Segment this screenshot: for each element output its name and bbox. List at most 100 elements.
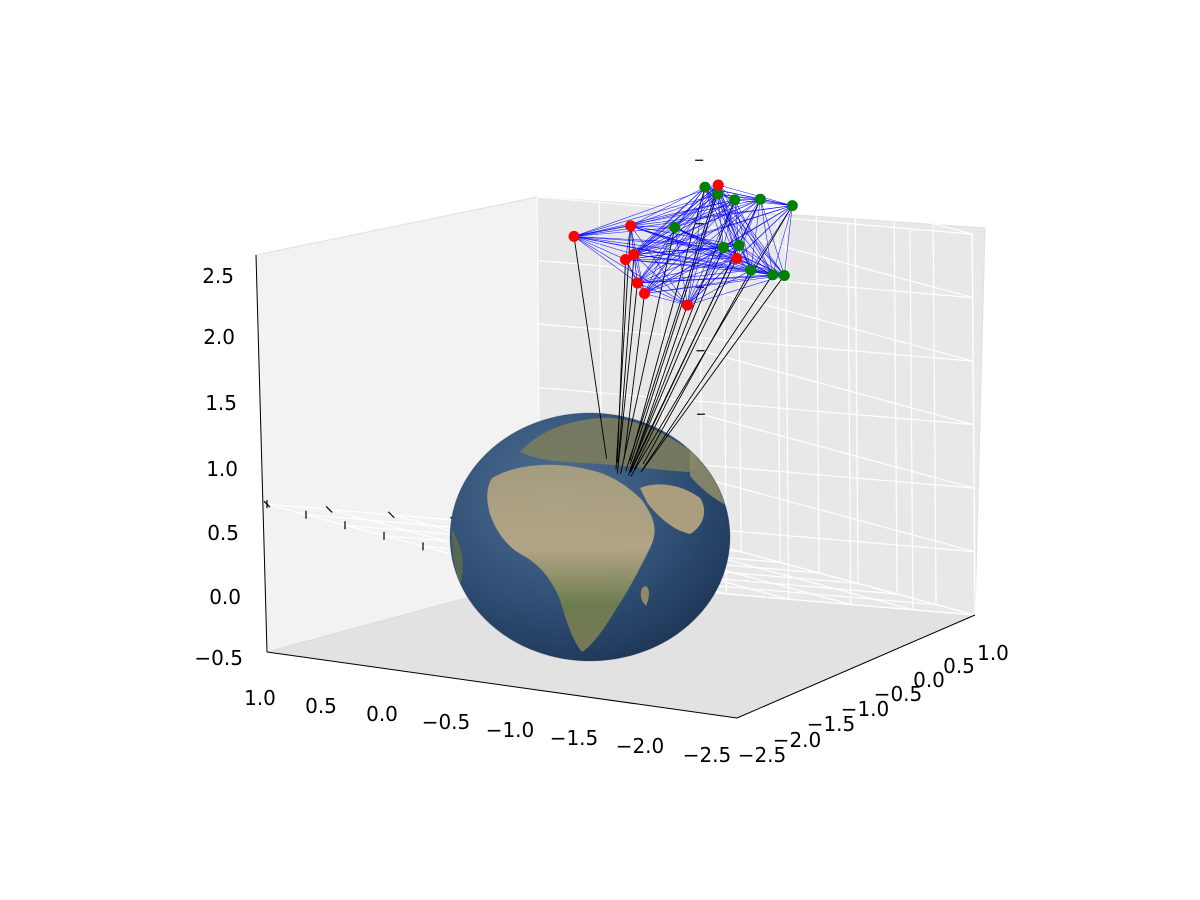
mesh-edge: [687, 258, 737, 306]
x-tick-label: −2.5: [683, 743, 732, 767]
mesh-edge: [630, 225, 688, 306]
mesh-edge: [637, 269, 751, 284]
green-point: [754, 193, 766, 205]
ground-link: [617, 254, 635, 467]
mesh-edge: [687, 269, 751, 306]
mesh-edge: [723, 199, 736, 248]
y-tick-label: 0.0: [913, 668, 945, 692]
mesh-edge: [637, 274, 773, 284]
x-axis-line: [266, 651, 738, 719]
mesh-edge: [718, 184, 793, 206]
z-tick-label: 1.5: [205, 391, 237, 415]
ground-link: [573, 236, 608, 459]
mesh-edge: [573, 193, 718, 237]
mesh-edge: [738, 245, 785, 276]
mesh-edge: [704, 186, 785, 276]
mesh-edge: [630, 199, 735, 227]
grid-line: [701, 477, 975, 553]
red-point: [639, 288, 651, 299]
grid-line: [700, 413, 975, 489]
mesh-edge: [630, 225, 737, 259]
green-point: [712, 188, 724, 200]
asia-landmass: [690, 450, 726, 505]
mesh-edge: [625, 205, 793, 260]
green-point: [699, 181, 711, 193]
mesh-edge: [674, 198, 761, 228]
mesh-edge: [637, 193, 718, 284]
ground-link: [630, 199, 736, 469]
mesh-edge: [738, 199, 761, 246]
green-point: [745, 264, 757, 276]
y-tick-label: −1.0: [841, 697, 890, 721]
ground-link: [616, 282, 638, 474]
red-point: [681, 299, 693, 311]
z-tick-labels: −0.5 0.0 0.5 1.0 1.5 2.0 2.5: [194, 264, 243, 670]
z-tick-label: 0.5: [207, 521, 239, 545]
ground-link: [620, 227, 676, 474]
ground-link: [642, 269, 752, 465]
mesh-edge: [760, 199, 773, 275]
mesh-edge: [784, 205, 793, 276]
mesh-edge: [573, 236, 737, 259]
red-point: [625, 220, 637, 232]
mesh-edge: [573, 227, 675, 237]
x-tick-label: 0.5: [305, 694, 337, 718]
ground-link: [632, 304, 688, 466]
data-points: [568, 179, 798, 311]
x-tick-label: 0.0: [366, 702, 398, 726]
mesh-edge: [573, 225, 631, 237]
mesh-edge: [637, 184, 719, 284]
mesh-edge: [573, 184, 719, 237]
mesh-edge: [674, 227, 737, 259]
mesh-edge: [637, 199, 735, 284]
red-point: [628, 248, 640, 260]
grid-line: [701, 540, 976, 616]
mesh-edge: [687, 247, 724, 306]
x-tick-label: −0.5: [422, 710, 471, 734]
mesh-edge: [760, 199, 785, 276]
green-point: [778, 269, 790, 281]
mesh-edge: [630, 205, 793, 227]
mesh-edge: [633, 254, 688, 306]
mesh-edge: [637, 258, 737, 284]
red-point: [568, 230, 580, 242]
mesh-edge: [644, 274, 773, 294]
mesh-edge: [633, 205, 793, 255]
mesh-edge: [704, 187, 740, 246]
ground-link: [633, 258, 738, 470]
green-point: [733, 239, 745, 251]
mesh-edge: [633, 254, 645, 294]
mesh-edge: [717, 193, 785, 276]
mesh-edge: [772, 205, 793, 275]
z-axis-line: [255, 254, 268, 653]
x-tick-label: −2.0: [616, 734, 665, 758]
y-tick-label: −2.0: [773, 728, 822, 752]
y-tick-label: −2.5: [738, 743, 787, 767]
mesh-edge: [633, 254, 751, 271]
grid-line: [538, 323, 974, 362]
y-tick-labels: −2.5 −2.0 −1.5 −1.0 −0.5 0.0 0.5 1.0: [738, 641, 1009, 767]
y-tick-label: 0.5: [943, 654, 975, 678]
mesh-edge: [687, 184, 719, 306]
ground-link: [642, 274, 774, 469]
mesh-edge: [717, 193, 724, 248]
mesh-edge: [644, 193, 718, 294]
mesh-edge: [630, 186, 706, 227]
red-point: [631, 277, 643, 289]
mesh-edge: [573, 236, 638, 284]
mesh-edge: [625, 198, 761, 260]
mesh-edge: [625, 186, 706, 260]
tick-mark: [387, 511, 395, 519]
madagascar-landmass: [640, 586, 649, 606]
y-tick-label: −0.5: [874, 682, 923, 706]
x-tick-label: −1.0: [486, 718, 535, 742]
grid-line: [699, 286, 974, 362]
y-tick-label: −1.5: [807, 712, 856, 736]
ground-link: [640, 275, 785, 473]
earth-globe: [449, 412, 731, 662]
mesh-edge: [674, 184, 719, 228]
mesh-edge: [687, 275, 785, 306]
mesh-edge: [630, 225, 785, 276]
z-tick-label: −0.5: [194, 646, 243, 670]
